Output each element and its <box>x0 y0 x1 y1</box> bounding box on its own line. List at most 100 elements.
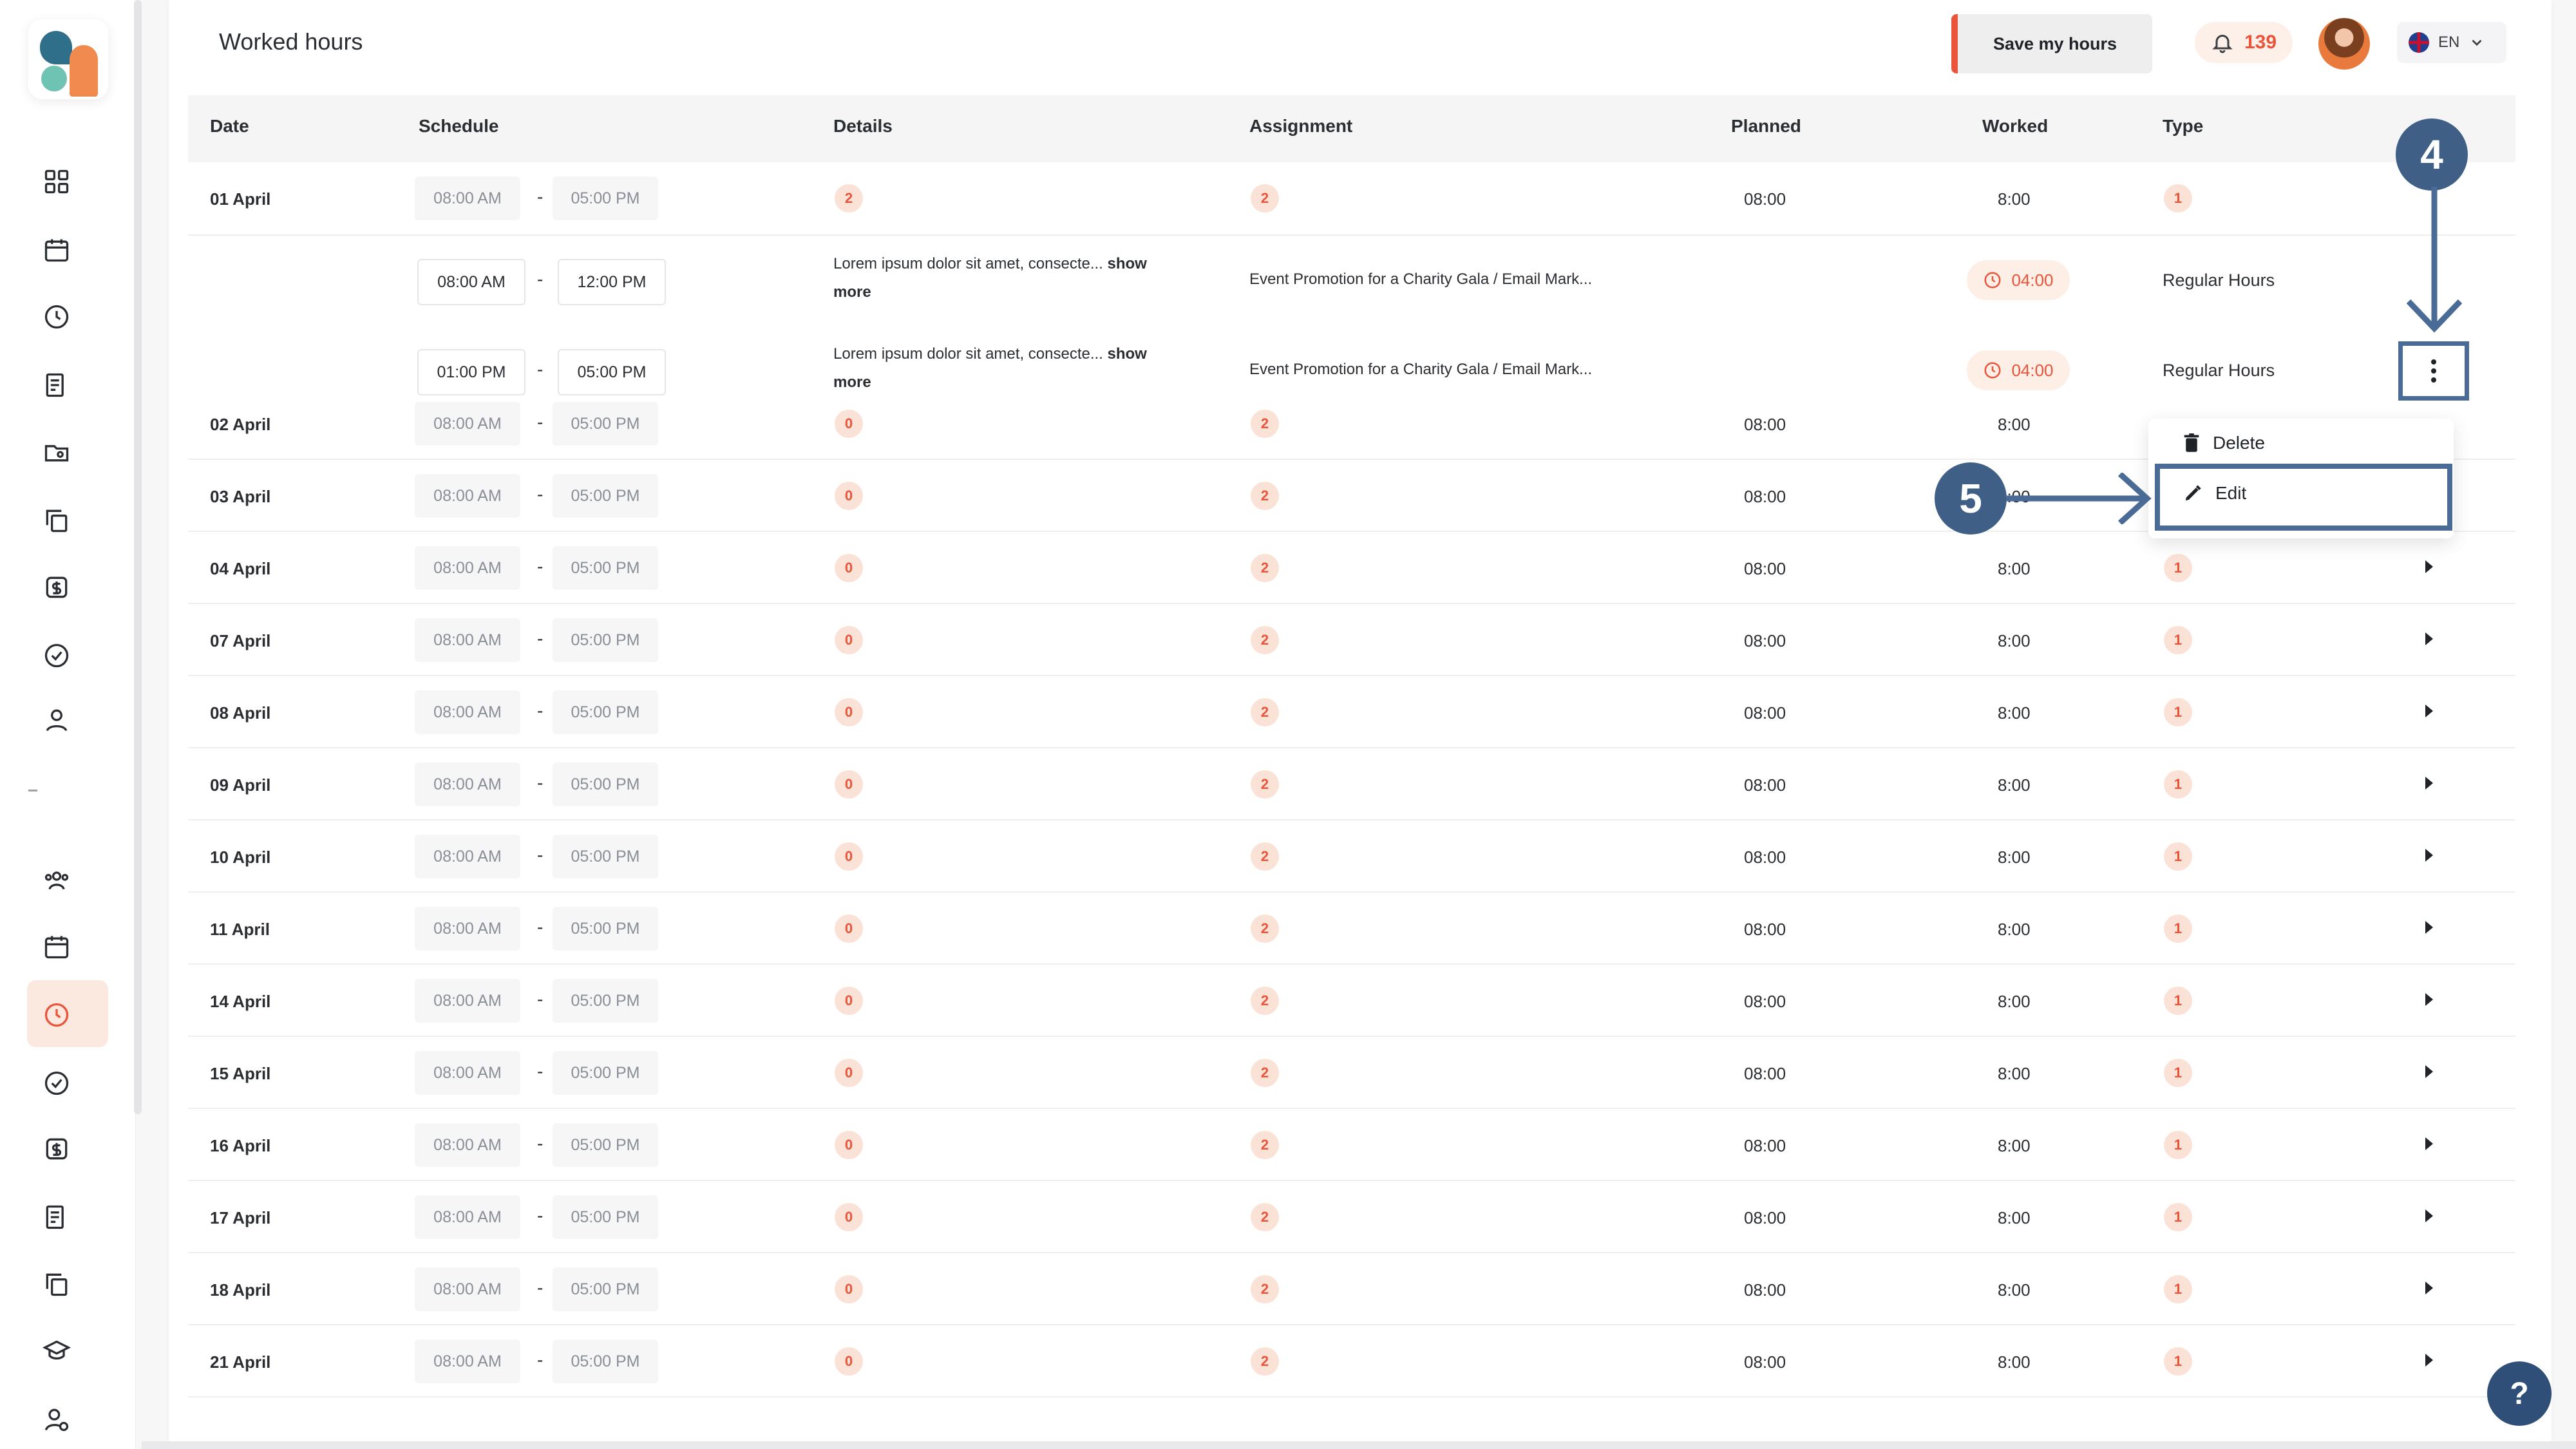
assignment-count-badge[interactable]: 2 <box>1251 482 1279 510</box>
entry-end-time[interactable]: 05:00 PM <box>558 349 666 395</box>
table-row[interactable] <box>188 603 2515 676</box>
details-count-badge[interactable]: 0 <box>835 482 863 510</box>
assignment-count-badge[interactable]: 2 <box>1251 1275 1279 1303</box>
type-count-badge[interactable]: 1 <box>2164 914 2192 943</box>
table-row[interactable] <box>188 531 2515 604</box>
assignment-count-badge[interactable]: 2 <box>1251 987 1279 1015</box>
table-row[interactable] <box>188 1180 2515 1253</box>
help-button[interactable]: ? <box>2487 1361 2552 1426</box>
table-row[interactable] <box>188 1108 2515 1181</box>
sidebar-nav-check-circle-icon[interactable] <box>36 1063 77 1104</box>
expand-row-icon[interactable] <box>2425 1282 2433 1294</box>
expand-row-icon[interactable] <box>2425 993 2433 1006</box>
show-more-link[interactable]: show <box>1107 255 1147 272</box>
assignment-count-badge[interactable]: 2 <box>1251 770 1279 799</box>
assignment-count-badge[interactable]: 2 <box>1251 1347 1279 1376</box>
table-row-01-april[interactable] <box>188 162 2515 236</box>
sidebar-nav-report-icon[interactable] <box>36 1197 77 1238</box>
details-count-badge[interactable]: 0 <box>835 698 863 726</box>
details-count-badge[interactable]: 0 <box>835 1131 863 1159</box>
sidebar-scrollbar[interactable] <box>134 0 142 1114</box>
type-count-badge[interactable]: 1 <box>2164 1347 2192 1376</box>
sidebar-nav-report-icon[interactable] <box>36 365 77 406</box>
row-actions-kebab-button[interactable] <box>2398 341 2469 401</box>
type-count-badge[interactable]: 1 <box>2164 698 2192 726</box>
details-count-badge[interactable]: 0 <box>835 554 863 582</box>
table-row[interactable] <box>188 675 2515 748</box>
details-count-badge[interactable]: 0 <box>835 1059 863 1087</box>
expand-row-icon[interactable] <box>2425 560 2433 573</box>
details-count-badge[interactable]: 0 <box>835 626 863 654</box>
type-count-badge[interactable]: 1 <box>2164 770 2192 799</box>
entry-start-time[interactable]: 01:00 PM <box>417 349 526 395</box>
type-count-badge[interactable]: 1 <box>2164 1275 2192 1303</box>
entry-start-time[interactable]: 08:00 AM <box>417 259 526 305</box>
details-count-badge[interactable]: 0 <box>835 1275 863 1303</box>
show-more-link[interactable]: show <box>1107 345 1147 363</box>
details-count-badge[interactable]: 2 <box>835 184 863 213</box>
show-more-link-cont[interactable]: more <box>833 374 871 391</box>
app-logo[interactable] <box>28 19 108 99</box>
table-row[interactable] <box>188 963 2515 1037</box>
sidebar-nav-dashboard-icon[interactable] <box>36 161 77 202</box>
table-row[interactable] <box>188 747 2515 820</box>
assignment-count-badge[interactable]: 2 <box>1251 842 1279 871</box>
table-row[interactable] <box>188 1036 2515 1109</box>
expand-row-icon[interactable] <box>2425 777 2433 790</box>
table-row[interactable] <box>188 1252 2515 1325</box>
sidebar-nav-clock-icon[interactable] <box>36 296 77 337</box>
expand-row-icon[interactable] <box>2425 921 2433 934</box>
sidebar-nav-check-circle-icon[interactable] <box>36 635 77 676</box>
details-count-badge[interactable]: 0 <box>835 842 863 871</box>
table-row[interactable] <box>188 819 2515 893</box>
menu-item-edit[interactable]: Edit <box>2183 483 2246 504</box>
type-count-badge[interactable]: 1 <box>2164 626 2192 654</box>
expand-row-icon[interactable] <box>2425 1354 2433 1367</box>
table-row[interactable] <box>188 1324 2515 1397</box>
details-count-badge[interactable]: 0 <box>835 410 863 438</box>
assignment-count-badge[interactable]: 2 <box>1251 184 1279 213</box>
expand-row-icon[interactable] <box>2425 849 2433 862</box>
type-count-badge[interactable]: 1 <box>2164 554 2192 582</box>
sidebar-nav-graduation-icon[interactable] <box>36 1331 77 1372</box>
entry-end-time[interactable]: 12:00 PM <box>558 259 666 305</box>
assignment-count-badge[interactable]: 2 <box>1251 626 1279 654</box>
assignment-count-badge[interactable]: 2 <box>1251 1203 1279 1231</box>
sidebar-nav-user-icon[interactable] <box>36 699 77 741</box>
table-row[interactable] <box>188 459 2515 532</box>
assignment-count-badge[interactable]: 2 <box>1251 1059 1279 1087</box>
expand-row-icon[interactable] <box>2425 1065 2433 1078</box>
sidebar-nav-copy-icon[interactable] <box>36 500 77 541</box>
user-avatar[interactable] <box>2318 18 2370 70</box>
type-count-badge[interactable]: 1 <box>2164 1131 2192 1159</box>
points-badge[interactable]: 139 <box>2195 22 2293 63</box>
assignment-count-badge[interactable]: 2 <box>1251 914 1279 943</box>
type-count-badge[interactable]: 1 <box>2164 1059 2192 1087</box>
sidebar-nav-folder-user-icon[interactable] <box>36 431 77 473</box>
menu-item-delete[interactable]: Delete <box>2183 433 2265 453</box>
expand-row-icon[interactable] <box>2425 1209 2433 1222</box>
type-count-badge[interactable]: 1 <box>2164 842 2192 871</box>
assignment-count-badge[interactable]: 2 <box>1251 1131 1279 1159</box>
assignment-count-badge[interactable]: 2 <box>1251 410 1279 438</box>
details-count-badge[interactable]: 0 <box>835 1203 863 1231</box>
save-my-hours-button[interactable]: Save my hours <box>1951 14 2152 73</box>
horizontal-scrollbar[interactable] <box>142 1441 2576 1449</box>
sidebar-nav-team-icon[interactable] <box>36 859 77 900</box>
details-count-badge[interactable]: 0 <box>835 1347 863 1376</box>
type-count-badge[interactable]: 1 <box>2164 184 2192 213</box>
details-count-badge[interactable]: 0 <box>835 770 863 799</box>
expand-row-icon[interactable] <box>2425 705 2433 717</box>
type-count-badge[interactable]: 1 <box>2164 987 2192 1015</box>
sidebar-nav-copy-icon[interactable] <box>36 1264 77 1305</box>
table-row[interactable] <box>188 386 2515 460</box>
details-count-badge[interactable]: 0 <box>835 987 863 1015</box>
type-count-badge[interactable]: 1 <box>2164 1203 2192 1231</box>
sidebar-nav-dollar-icon[interactable] <box>36 567 77 608</box>
expand-row-icon[interactable] <box>2425 632 2433 645</box>
language-selector[interactable]: EN <box>2397 22 2506 63</box>
sidebar-nav-clock-icon[interactable] <box>36 994 77 1036</box>
table-row[interactable] <box>188 891 2515 965</box>
sidebar-nav-dollar-icon[interactable] <box>36 1128 77 1170</box>
show-more-link-cont[interactable]: more <box>833 283 871 301</box>
